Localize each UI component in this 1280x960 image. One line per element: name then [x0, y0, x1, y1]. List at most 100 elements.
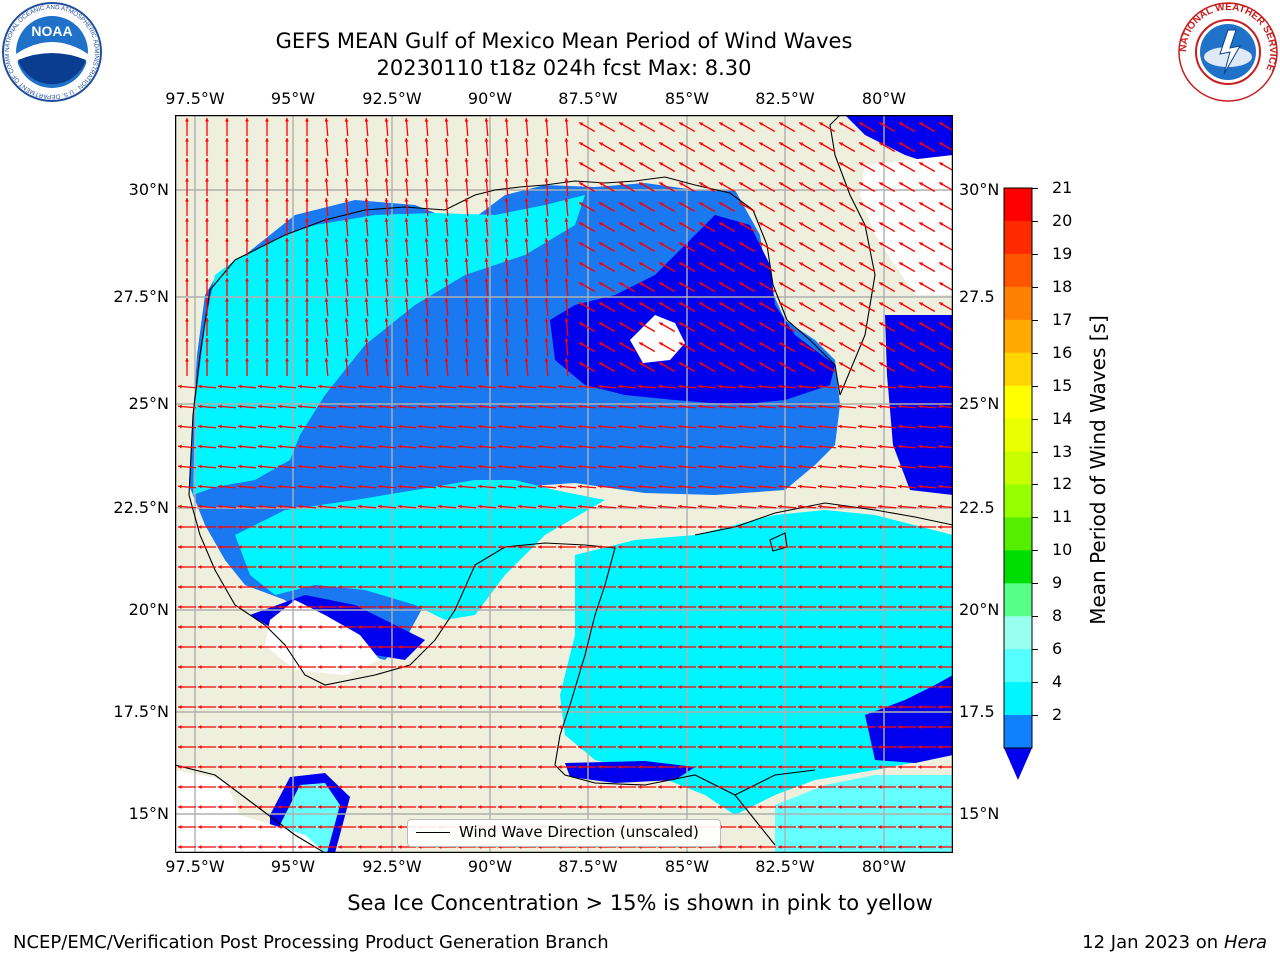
arrow-head	[344, 318, 349, 322]
wind-wave-arrow	[598, 765, 616, 769]
wind-wave-arrow	[404, 217, 409, 237]
arrow-head	[518, 404, 522, 409]
arrow-head	[278, 745, 282, 749]
arrow-head	[578, 745, 582, 749]
colorbar-tick-mark	[1032, 484, 1038, 486]
wind-wave-arrow	[364, 117, 369, 137]
arrow-head	[484, 158, 489, 162]
wind-wave-arrow	[938, 645, 953, 649]
wind-wave-arrow	[318, 745, 336, 749]
wind-wave-arrow	[778, 785, 796, 789]
wind-wave-arrow	[757, 504, 777, 509]
arrow-head	[484, 218, 489, 222]
arrow-head	[178, 565, 182, 569]
wind-wave-arrow	[377, 464, 397, 469]
wind-wave-arrow	[498, 665, 516, 669]
arrow-head	[918, 504, 922, 509]
wind-wave-arrow	[678, 545, 696, 549]
wind-wave-arrow	[678, 361, 696, 373]
wind-wave-arrow	[404, 337, 409, 357]
arrow-head	[198, 464, 202, 469]
arrow-head	[378, 585, 382, 589]
wind-wave-arrow	[458, 805, 476, 809]
wind-wave-arrow	[858, 545, 876, 549]
arrow-head	[424, 138, 429, 142]
wind-wave-arrow	[478, 705, 496, 709]
colorbar-segment	[1004, 616, 1032, 650]
map-panel	[175, 115, 953, 853]
arrow-head	[338, 545, 342, 549]
arrow-head	[719, 342, 724, 346]
wind-wave-arrow	[484, 157, 489, 177]
arrow-head	[265, 278, 269, 282]
wind-wave-arrow	[358, 845, 376, 849]
arrow-head	[444, 178, 449, 182]
wind-wave-arrow	[678, 241, 696, 253]
arrow-head	[185, 138, 189, 142]
wind-wave-arrow	[564, 257, 569, 277]
noaa-logo: NOAA NATIONAL OCEANIC AND ATMOSPHERIC AD…	[2, 2, 102, 102]
arrow-head	[318, 404, 322, 409]
wind-wave-arrow	[177, 424, 197, 429]
arrow-head	[778, 685, 782, 689]
arrow-head	[358, 745, 362, 749]
wind-wave-arrow	[717, 384, 737, 389]
arrow-head	[384, 158, 389, 162]
arrow-head	[939, 342, 944, 346]
arrow-head	[679, 182, 684, 186]
wind-wave-arrow	[678, 201, 696, 213]
wind-wave-arrow	[798, 625, 816, 629]
wind-wave-arrow	[857, 464, 877, 469]
wind-wave-arrow	[484, 257, 489, 277]
wind-wave-arrow	[598, 361, 616, 373]
wind-wave-arrow	[317, 404, 337, 409]
wind-wave-arrow	[617, 504, 637, 509]
wind-wave-arrow	[178, 645, 196, 649]
arrow-head	[378, 725, 382, 729]
wind-wave-arrow	[257, 484, 277, 489]
wind-wave-arrow	[358, 545, 376, 549]
wind-wave-arrow	[918, 645, 936, 649]
arrow-head	[698, 645, 702, 649]
arrow-head	[518, 545, 522, 549]
wind-wave-arrow	[544, 257, 549, 277]
arrow-head	[564, 158, 569, 162]
wind-wave-arrow	[438, 565, 456, 569]
arrow-head	[358, 384, 362, 389]
arrow-head	[659, 282, 664, 286]
arrow-head	[564, 118, 569, 122]
wind-wave-arrow	[797, 484, 817, 489]
wind-wave-arrow	[377, 484, 397, 489]
wind-wave-arrow	[758, 825, 776, 829]
wind-wave-arrow	[718, 141, 736, 153]
wind-wave-arrow	[758, 665, 776, 669]
wind-wave-arrow	[404, 277, 409, 297]
arrow-head	[778, 725, 782, 729]
arrow-head	[518, 424, 522, 429]
arrow-head	[679, 262, 684, 266]
wind-wave-arrow	[877, 404, 897, 409]
arrow-head	[578, 565, 582, 569]
arrow-head	[678, 645, 682, 649]
wind-wave-arrow	[198, 805, 216, 809]
arrow-head	[718, 404, 722, 409]
arrow-head	[919, 282, 924, 286]
wind-wave-arrow	[238, 765, 256, 769]
arrow-head	[358, 404, 362, 409]
arrow-head	[938, 525, 942, 529]
wind-wave-arrow	[618, 725, 636, 729]
wind-wave-arrow	[358, 525, 376, 529]
wind-wave-arrow	[797, 424, 817, 429]
arrow-head	[378, 384, 382, 389]
wind-wave-arrow	[484, 217, 489, 237]
arrow-head	[238, 725, 242, 729]
wind-wave-arrow	[818, 785, 836, 789]
arrow-head	[919, 162, 924, 166]
arrow-head	[178, 625, 182, 629]
arrow-head	[278, 845, 282, 849]
wind-wave-arrow	[444, 357, 449, 377]
arrow-head	[678, 785, 682, 789]
colorbar-segment	[1004, 451, 1032, 485]
arrow-head	[918, 484, 922, 489]
wind-wave-arrow	[738, 625, 756, 629]
